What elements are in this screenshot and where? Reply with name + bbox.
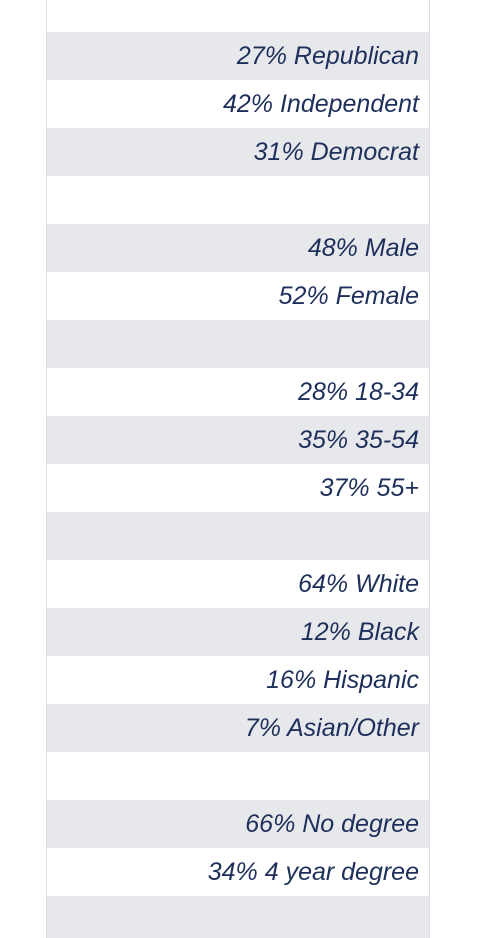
table-row: 34% 4 year degree	[47, 848, 429, 896]
table-row: 28% 18-34	[47, 368, 429, 416]
table-row: 16% Hispanic	[47, 656, 429, 704]
table-row: 35% 35-54	[47, 416, 429, 464]
table-row	[47, 176, 429, 224]
table-row: 31% Democrat	[47, 128, 429, 176]
table-row: 37% 55+	[47, 464, 429, 512]
table-row: 42% Independent	[47, 80, 429, 128]
table-row: 7% Asian/Other	[47, 704, 429, 752]
table-row: 66% No degree	[47, 800, 429, 848]
table-row: 64% White	[47, 560, 429, 608]
table-column: 27% Republican 42% Independent 31% Democra…	[46, 0, 430, 938]
table-row	[47, 320, 429, 368]
table-row: 48% Male	[47, 224, 429, 272]
table-row: 12% Black	[47, 608, 429, 656]
table-row-spacer	[47, 0, 429, 32]
table-row: 52% Female	[47, 272, 429, 320]
table-row	[47, 752, 429, 800]
table-row: 27% Republican	[47, 32, 429, 80]
table-row	[47, 512, 429, 560]
table-row	[47, 896, 429, 938]
